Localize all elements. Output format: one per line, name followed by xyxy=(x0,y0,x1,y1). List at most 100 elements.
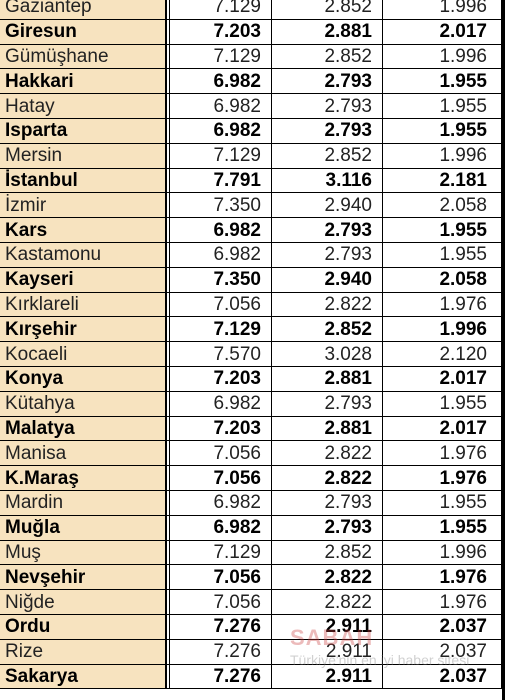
value-cell-2: 2.881 xyxy=(272,416,383,441)
value-cell-1: 7.129 xyxy=(170,44,272,69)
table-row: Nevşehir 7.056 2.822 1.976 xyxy=(0,565,505,591)
value-cell-3: 1.976 xyxy=(383,292,502,317)
value-cell-3: 2.017 xyxy=(383,416,502,441)
value-cell-1: 7.129 xyxy=(170,143,272,168)
table-row: Manisa 7.056 2.822 1.976 xyxy=(0,441,505,467)
value-cell-2: 2.822 xyxy=(272,292,383,317)
value-cell-3: 1.976 xyxy=(383,466,502,490)
column-separator xyxy=(166,515,170,540)
table-row: Hatay 6.982 2.793 1.955 xyxy=(0,94,505,119)
column-separator xyxy=(166,342,170,366)
table-row: Kırşehir 7.129 2.852 1.996 xyxy=(0,317,505,343)
value-cell-2: 3.116 xyxy=(272,168,383,193)
column-separator xyxy=(166,218,170,242)
province-name-cell: Kayseri xyxy=(0,267,166,292)
table-row: K.Maraş 7.056 2.822 1.976 xyxy=(0,466,505,491)
value-cell-3: 1.996 xyxy=(383,44,502,69)
value-cell-2: 2.793 xyxy=(272,94,383,118)
value-cell-1: 6.982 xyxy=(170,243,272,267)
value-cell-2: 2.793 xyxy=(272,243,383,267)
value-cell-1: 7.056 xyxy=(170,466,272,490)
table-row: Giresun 7.203 2.881 2.017 xyxy=(0,19,505,45)
value-cell-3: 1.996 xyxy=(383,0,502,19)
column-separator xyxy=(166,441,170,466)
table-row: Kastamonu 6.982 2.793 1.955 xyxy=(0,243,505,268)
province-name-cell: İstanbul xyxy=(0,168,166,193)
value-cell-2: 2.822 xyxy=(272,565,383,590)
column-separator xyxy=(166,466,170,490)
province-name-cell: Kastamonu xyxy=(0,243,166,267)
value-cell-2: 2.911 xyxy=(272,664,383,689)
value-cell-2: 2.940 xyxy=(272,267,383,292)
value-cell-2: 2.881 xyxy=(272,367,383,391)
table-row: Kırklareli 7.056 2.822 1.976 xyxy=(0,292,505,318)
table-row: İstanbul 7.791 3.116 2.181 xyxy=(0,168,505,194)
table-row: Kars 6.982 2.793 1.955 xyxy=(0,218,505,243)
value-cell-1: 7.276 xyxy=(170,664,272,689)
table-row: İzmir 7.350 2.940 2.058 xyxy=(0,193,505,219)
column-separator xyxy=(166,391,170,416)
value-cell-3: 2.120 xyxy=(383,342,502,366)
column-separator xyxy=(166,119,170,143)
value-cell-3: 2.058 xyxy=(383,267,502,292)
province-name-cell: Niğde xyxy=(0,590,166,614)
province-name-cell: Gümüşhane xyxy=(0,44,166,69)
table-row: Rize 7.276 2.911 2.037 xyxy=(0,639,505,665)
value-cell-2: 2.911 xyxy=(272,639,383,664)
value-cell-1: 6.982 xyxy=(170,515,272,540)
province-name-cell: Mersin xyxy=(0,143,166,168)
province-name-cell: Rize xyxy=(0,639,166,664)
value-cell-2: 2.793 xyxy=(272,515,383,540)
province-name-cell: Ordu xyxy=(0,615,166,639)
province-name-cell: Kocaeli xyxy=(0,342,166,366)
value-cell-1: 7.276 xyxy=(170,615,272,639)
value-cell-1: 7.129 xyxy=(170,0,272,19)
value-cell-3: 1.955 xyxy=(383,69,502,94)
table-row: Ordu 7.276 2.911 2.037 xyxy=(0,615,505,640)
column-separator xyxy=(166,168,170,193)
province-name-cell: Hakkari xyxy=(0,69,166,94)
column-separator xyxy=(166,243,170,267)
province-name-cell: Mardin xyxy=(0,491,166,515)
province-name-cell: Kütahya xyxy=(0,391,166,416)
column-separator xyxy=(166,367,170,391)
table-row: Malatya 7.203 2.881 2.017 xyxy=(0,416,505,442)
value-cell-2: 2.852 xyxy=(272,540,383,565)
province-name-cell: Konya xyxy=(0,367,166,391)
province-name-cell: Kırklareli xyxy=(0,292,166,317)
value-cell-3: 1.955 xyxy=(383,391,502,416)
table-row: Niğde 7.056 2.822 1.976 xyxy=(0,590,505,615)
province-name-cell: Sakarya xyxy=(0,664,166,689)
value-cell-2: 2.911 xyxy=(272,615,383,639)
table-row: Gaziantep 7.129 2.852 1.996 xyxy=(0,0,505,20)
value-cell-1: 7.056 xyxy=(170,590,272,614)
table-row: Sakarya 7.276 2.911 2.037 xyxy=(0,664,505,690)
table-row: Hakkari 6.982 2.793 1.955 xyxy=(0,69,505,95)
value-cell-3: 1.996 xyxy=(383,540,502,565)
column-separator xyxy=(166,44,170,69)
value-cell-1: 7.570 xyxy=(170,342,272,366)
province-name-cell: K.Maraş xyxy=(0,466,166,490)
table-row: Muş 7.129 2.852 1.996 xyxy=(0,540,505,566)
column-separator xyxy=(166,19,170,44)
column-separator xyxy=(166,639,170,664)
value-cell-1: 6.982 xyxy=(170,218,272,242)
value-cell-2: 3.028 xyxy=(272,342,383,366)
province-name-cell: Gaziantep xyxy=(0,0,166,19)
value-cell-1: 7.203 xyxy=(170,416,272,441)
value-cell-2: 2.940 xyxy=(272,193,383,218)
value-cell-1: 7.056 xyxy=(170,292,272,317)
column-separator xyxy=(166,565,170,590)
value-cell-3: 1.955 xyxy=(383,94,502,118)
value-cell-1: 7.350 xyxy=(170,267,272,292)
column-separator xyxy=(166,193,170,218)
column-separator xyxy=(166,317,170,342)
province-name-cell: Malatya xyxy=(0,416,166,441)
column-separator xyxy=(166,615,170,639)
column-separator xyxy=(166,416,170,441)
value-cell-3: 2.058 xyxy=(383,193,502,218)
column-separator xyxy=(166,292,170,317)
value-cell-1: 6.982 xyxy=(170,491,272,515)
province-name-cell: İzmir xyxy=(0,193,166,218)
